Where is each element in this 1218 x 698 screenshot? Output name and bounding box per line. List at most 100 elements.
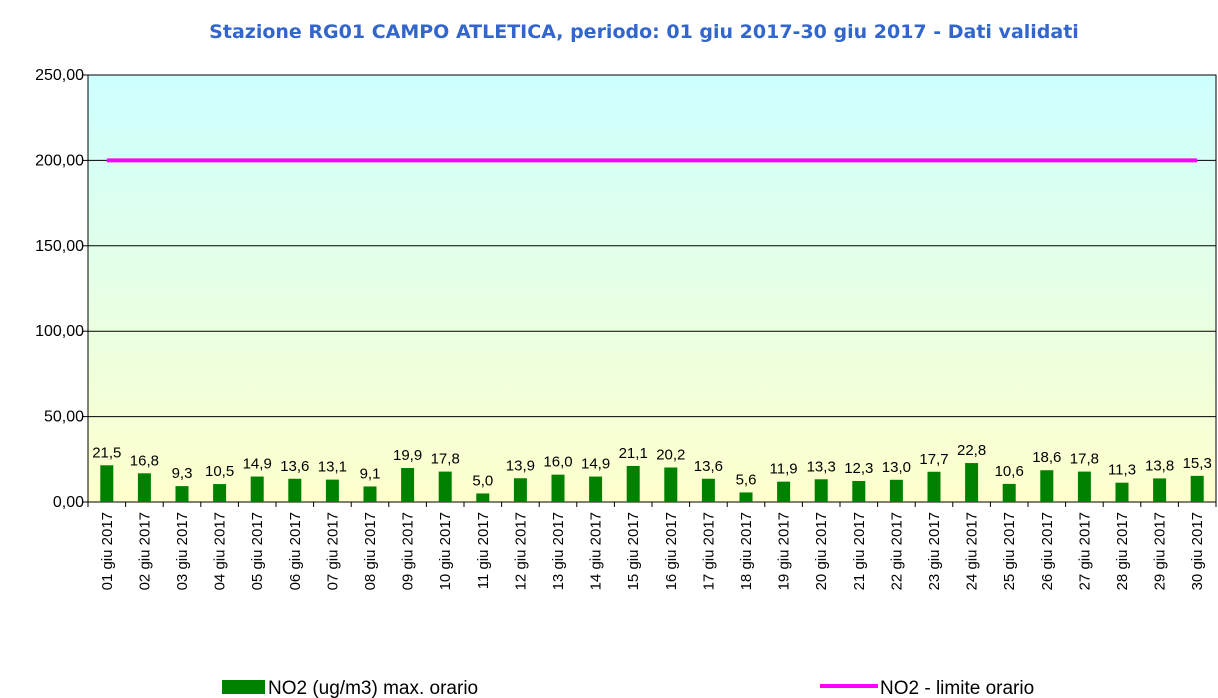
bar [852,480,866,502]
bar [589,476,603,502]
x-tick-label: 13 giu 2017 [550,512,567,590]
x-tick-label: 25 giu 2017 [1001,512,1018,590]
x-tick-label: 23 giu 2017 [926,512,943,590]
data-label: 11,3 [1108,462,1136,479]
x-tick-label: 26 giu 2017 [1039,512,1056,590]
data-label: 9,1 [360,465,381,482]
data-label: 14,9 [243,456,272,473]
bar [1115,482,1129,502]
data-label: 9,3 [172,465,193,482]
y-tick-label: 100,00 [35,323,84,340]
bar [1077,471,1091,502]
x-tick-label: 06 giu 2017 [287,512,304,590]
bar [1002,483,1016,502]
data-label: 5,0 [472,472,493,489]
bar [701,478,715,502]
y-tick-label: 0,00 [53,494,84,511]
data-label: 22,8 [957,442,986,459]
x-tick-label: 30 giu 2017 [1189,512,1206,590]
data-label: 13,0 [882,459,911,476]
bar [1153,478,1167,502]
x-tick-label: 07 giu 2017 [324,512,341,590]
y-tick-label: 200,00 [35,152,84,169]
x-tick-label: 01 giu 2017 [99,512,116,590]
legend-swatch [222,680,265,694]
data-label: 10,5 [205,463,234,480]
data-label: 13,6 [280,458,309,475]
data-label: 12,3 [844,460,873,477]
x-tick-label: 15 giu 2017 [625,512,642,590]
bar [438,471,452,502]
data-label: 17,7 [919,451,948,468]
data-label: 13,6 [694,458,723,475]
data-label: 17,8 [1070,451,1099,468]
x-tick-label: 12 giu 2017 [512,512,529,590]
data-label: 13,8 [1145,457,1174,474]
bar [664,467,678,502]
x-tick-label: 19 giu 2017 [776,512,793,590]
legend-label: NO2 (ug/m3) max. orario [268,678,478,698]
x-tick-label: 04 giu 2017 [212,512,229,590]
x-tick-label: 11 giu 2017 [475,512,492,589]
bar [288,478,302,502]
bar [213,484,227,502]
x-tick-label: 05 giu 2017 [249,512,266,590]
legend-label: NO2 - limite orario [880,678,1034,698]
x-tick-label: 27 giu 2017 [1076,512,1093,590]
bar [814,479,828,502]
bar [137,473,151,502]
bar [363,486,377,502]
data-label: 13,3 [807,458,836,475]
data-label: 14,9 [581,456,610,473]
chart-title: Stazione RG01 CAMPO ATLETICA, periodo: 0… [209,21,1079,43]
plot-area [87,74,1217,503]
data-label: 21,1 [619,445,648,462]
bar [777,481,791,502]
data-label: 16,0 [543,454,572,471]
data-label: 17,8 [431,451,460,468]
x-tick-label: 14 giu 2017 [588,512,605,590]
data-label: 18,6 [1032,449,1061,466]
data-label: 15,3 [1183,455,1212,472]
x-tick-label: 17 giu 2017 [700,512,717,590]
x-tick-label: 28 giu 2017 [1114,512,1131,590]
bar [250,476,264,502]
bar [100,465,114,502]
x-tick-label: 21 giu 2017 [851,512,868,590]
data-label: 20,2 [656,446,685,463]
bar [1190,475,1204,502]
data-label: 13,9 [506,457,535,474]
bar [927,471,941,502]
x-tick-label: 09 giu 2017 [400,512,417,590]
x-tick-label: 08 giu 2017 [362,512,379,590]
x-tick-label: 29 giu 2017 [1152,512,1169,590]
x-tick-label: 02 giu 2017 [136,512,153,590]
data-label: 10,6 [995,463,1024,480]
bar [965,463,979,502]
bar [1040,470,1054,502]
data-label: 21,5 [92,444,121,461]
data-label: 11,9 [770,461,798,478]
x-tick-label: 24 giu 2017 [964,512,981,590]
bar [476,493,490,502]
x-tick-label: 10 giu 2017 [437,512,454,590]
bar [889,479,903,502]
x-tick-label: 03 giu 2017 [174,512,191,590]
bar [739,492,753,502]
data-label: 16,8 [130,452,159,469]
y-tick-label: 250,00 [35,67,84,84]
data-label: 19,9 [393,447,422,464]
bar [626,465,640,502]
data-label: 5,6 [736,471,757,488]
y-tick-label: 150,00 [35,238,84,255]
x-tick-label: 22 giu 2017 [888,512,905,590]
bar [325,479,339,502]
bar [401,468,415,502]
x-tick-label: 18 giu 2017 [738,512,755,590]
bar [513,478,527,502]
x-tick-label: 16 giu 2017 [663,512,680,590]
data-label: 13,1 [318,459,347,476]
bar [175,486,189,502]
